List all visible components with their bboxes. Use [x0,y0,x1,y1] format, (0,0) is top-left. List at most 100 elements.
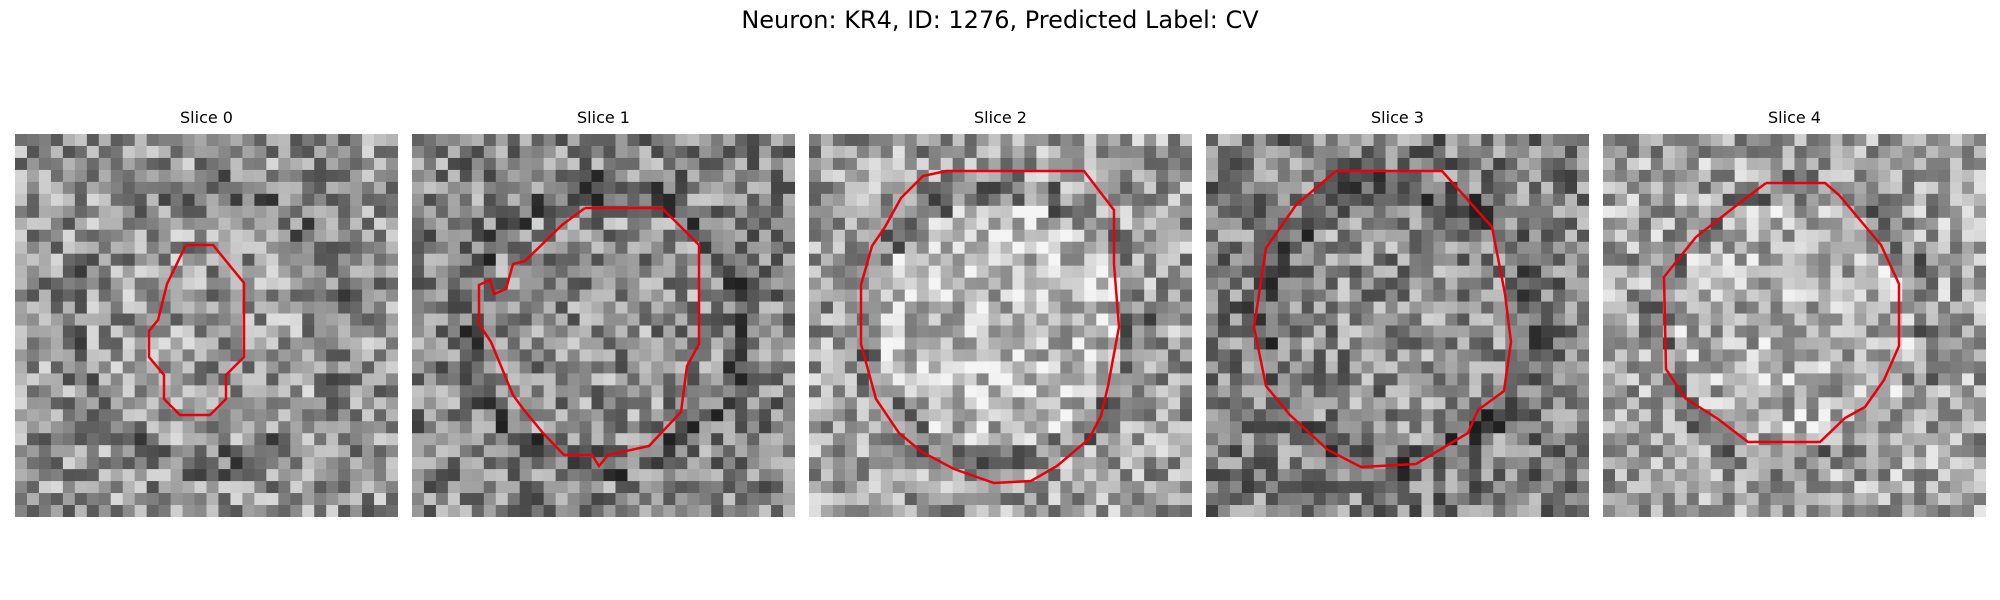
pixel [1326,421,1339,434]
pixel [15,278,28,291]
pixel [604,337,617,350]
pixel [592,302,605,315]
pixel [556,134,569,147]
pixel [1639,254,1652,267]
pixel [604,361,617,374]
pixel [1012,337,1025,350]
pixel [1771,170,1784,183]
pixel [1747,206,1760,219]
pixel [1926,302,1939,315]
pixel [266,218,279,231]
pixel [615,242,628,255]
pixel [266,146,279,159]
pixel [1108,469,1121,482]
pixel [1926,433,1939,446]
pixel [1615,194,1628,207]
pixel [1771,194,1784,207]
pixel [1156,146,1169,159]
pixel [123,290,136,303]
pixel [639,134,652,147]
pixel [1529,349,1542,362]
pixel [218,469,231,482]
pixel [1553,373,1566,386]
pixel [1084,469,1097,482]
pixel [1699,230,1712,243]
pixel [821,481,834,494]
pixel [917,373,930,386]
pixel [195,230,208,243]
pixel [532,302,545,315]
pixel [1806,218,1819,231]
pixel [580,278,593,291]
pixel [1290,385,1303,398]
pixel [1818,314,1831,327]
pixel [207,242,220,255]
pixel [1445,481,1458,494]
pixel [893,266,906,279]
pixel [87,445,100,458]
pixel [75,254,88,267]
pixel [965,254,978,267]
pixel [771,266,784,279]
pixel [147,445,160,458]
pixel [1362,194,1375,207]
pixel [723,481,736,494]
pixel [977,421,990,434]
pixel [845,469,858,482]
pixel [1830,361,1843,374]
pixel [1374,409,1387,422]
pixel [1493,302,1506,315]
pixel [1230,326,1243,339]
pixel [520,373,533,386]
pixel [1541,242,1554,255]
pixel [1493,469,1506,482]
pixel [472,146,485,159]
pixel [374,457,387,470]
pixel [1156,206,1169,219]
pixel [1314,385,1327,398]
pixel [1409,278,1422,291]
pixel [965,314,978,327]
pixel [965,421,978,434]
pixel [87,349,100,362]
pixel [675,457,688,470]
pixel [723,445,736,458]
pixel [1493,349,1506,362]
pixel [941,266,954,279]
pixel [266,385,279,398]
pixel [1168,397,1181,410]
pixel [1974,409,1986,422]
pixel [592,146,605,159]
pixel [1878,158,1891,171]
pixel [1615,409,1628,422]
pixel [1409,337,1422,350]
pixel [989,385,1002,398]
pixel [424,397,437,410]
pixel [183,206,196,219]
pixel [1795,349,1808,362]
pixel [1795,385,1808,398]
pixel [1783,349,1796,362]
pixel [1481,505,1494,517]
pixel [39,505,52,517]
pixel [508,481,521,494]
pixel [857,218,870,231]
pixel [1902,230,1915,243]
pixel [869,182,882,195]
pixel [75,206,88,219]
pixel [1806,254,1819,267]
pixel [1806,158,1819,171]
pixel [604,421,617,434]
pixel [123,421,136,434]
pixel [1290,146,1303,159]
pixel [1577,146,1589,159]
pixel [639,278,652,291]
pixel [99,337,112,350]
pixel [1795,194,1808,207]
pixel [893,337,906,350]
pixel [1806,373,1819,386]
pixel [1144,433,1157,446]
pixel [1830,158,1843,171]
pixel [1481,373,1494,386]
pixel [63,385,76,398]
